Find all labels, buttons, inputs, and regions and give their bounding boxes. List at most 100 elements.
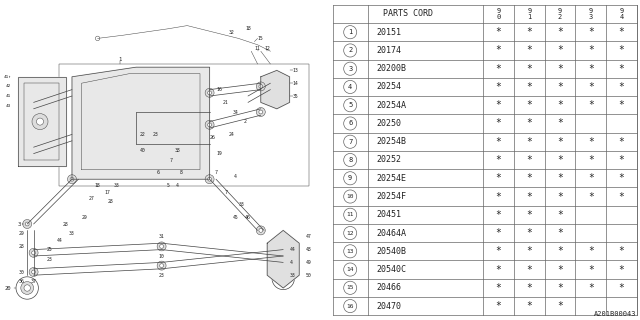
Text: 2: 2 [348, 47, 352, 53]
Text: 35: 35 [292, 93, 298, 99]
Text: 48: 48 [306, 247, 311, 252]
Polygon shape [261, 70, 289, 109]
Text: 6: 6 [348, 121, 352, 126]
Text: *: * [557, 210, 563, 220]
Text: *: * [557, 228, 563, 238]
Text: *: * [526, 265, 532, 275]
Text: 50: 50 [306, 273, 311, 278]
Text: *: * [588, 100, 594, 110]
Circle shape [159, 264, 163, 268]
Text: 28: 28 [108, 199, 113, 204]
Text: *: * [526, 27, 532, 37]
Text: *: * [588, 64, 594, 74]
Text: 20200B: 20200B [377, 64, 407, 73]
Text: *: * [557, 100, 563, 110]
Text: *: * [618, 155, 625, 165]
Text: PARTS CORD: PARTS CORD [383, 9, 433, 19]
Circle shape [32, 114, 48, 130]
Text: 43: 43 [6, 104, 11, 108]
Text: 20254F: 20254F [377, 192, 407, 201]
Text: 23: 23 [152, 132, 158, 137]
Text: A201B00043: A201B00043 [595, 311, 637, 317]
Circle shape [29, 268, 38, 276]
Text: *: * [588, 45, 594, 55]
Text: *: * [618, 82, 625, 92]
Text: *: * [526, 64, 532, 74]
Text: 3: 3 [348, 66, 352, 72]
Text: 47: 47 [306, 234, 311, 239]
Circle shape [157, 242, 166, 251]
Text: 5: 5 [348, 102, 352, 108]
Text: *: * [618, 246, 625, 256]
Bar [59, 64, 308, 186]
Text: 14: 14 [292, 81, 298, 86]
Text: 20464A: 20464A [377, 228, 407, 237]
Circle shape [159, 244, 163, 248]
Text: *: * [526, 100, 532, 110]
Text: 20254B: 20254B [377, 137, 407, 146]
Text: 20540C: 20540C [377, 265, 407, 274]
Text: *: * [557, 118, 563, 129]
Circle shape [70, 177, 74, 181]
Text: 16: 16 [216, 87, 222, 92]
Text: 20451: 20451 [377, 210, 402, 219]
Text: 2: 2 [243, 119, 246, 124]
Text: 20174: 20174 [377, 46, 402, 55]
Text: *: * [618, 265, 625, 275]
Text: 9
0: 9 0 [497, 8, 500, 20]
Text: 4: 4 [348, 84, 352, 90]
Text: *: * [526, 246, 532, 256]
Text: 32: 32 [229, 29, 235, 35]
Circle shape [20, 282, 33, 294]
Text: *: * [618, 27, 625, 37]
Text: 11: 11 [255, 45, 260, 51]
Text: *: * [526, 137, 532, 147]
Text: 28: 28 [63, 221, 68, 227]
Circle shape [67, 175, 76, 184]
Text: *: * [495, 301, 502, 311]
Circle shape [256, 108, 265, 116]
Circle shape [259, 110, 262, 114]
Text: *: * [495, 137, 502, 147]
Text: 8: 8 [348, 157, 352, 163]
Circle shape [24, 285, 30, 291]
Circle shape [31, 270, 35, 274]
Circle shape [29, 101, 38, 110]
Text: 20250: 20250 [377, 119, 402, 128]
Text: 44: 44 [56, 237, 62, 243]
Text: *: * [495, 27, 502, 37]
Text: *: * [588, 155, 594, 165]
Text: 45: 45 [232, 215, 238, 220]
Circle shape [266, 86, 274, 93]
Circle shape [281, 257, 285, 261]
Text: *: * [588, 27, 594, 37]
Text: 49: 49 [306, 260, 311, 265]
Text: 20466: 20466 [377, 283, 402, 292]
Circle shape [23, 220, 31, 228]
Text: 17: 17 [104, 189, 110, 195]
Text: 9
2: 9 2 [558, 8, 562, 20]
Text: *: * [526, 301, 532, 311]
Text: 37: 37 [31, 279, 36, 284]
Text: 29: 29 [82, 215, 88, 220]
Text: *: * [557, 45, 563, 55]
Text: 7: 7 [170, 157, 173, 163]
Circle shape [278, 248, 287, 257]
Text: 14: 14 [346, 267, 354, 272]
Text: 8: 8 [179, 170, 182, 175]
Text: 31: 31 [159, 234, 164, 239]
Text: *: * [495, 265, 502, 275]
Text: 7: 7 [224, 189, 227, 195]
Text: 25: 25 [47, 247, 52, 252]
Circle shape [157, 261, 166, 270]
Text: *: * [495, 45, 502, 55]
Text: 33: 33 [114, 183, 120, 188]
Text: *: * [495, 173, 502, 183]
Text: *: * [495, 210, 502, 220]
Text: 9: 9 [348, 175, 352, 181]
Circle shape [207, 123, 211, 127]
Circle shape [256, 82, 265, 91]
Text: *: * [618, 64, 625, 74]
Text: *: * [557, 283, 563, 293]
Text: *: * [526, 283, 532, 293]
